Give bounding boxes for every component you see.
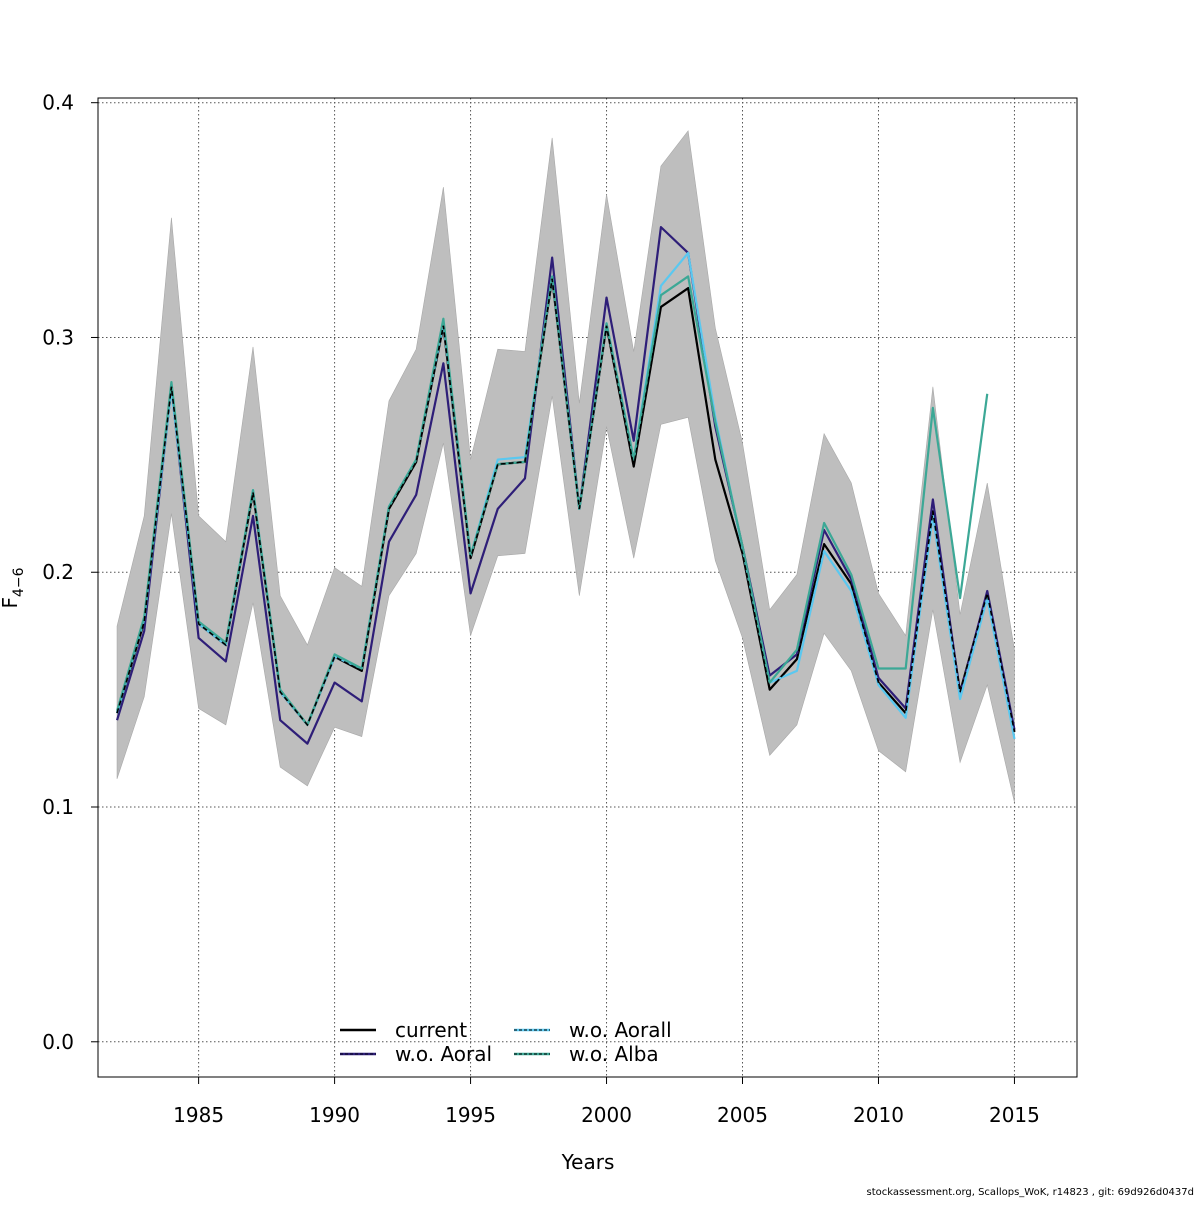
confidence-band: [116, 130, 1015, 803]
y-axis-label: F4−6: [0, 567, 27, 608]
x-tick-label: 1985: [173, 1103, 224, 1127]
x-tick-label: 2005: [717, 1103, 768, 1127]
x-tick-label: 2015: [989, 1103, 1040, 1127]
legend-label-w-o-alba: w.o. Alba: [569, 1042, 659, 1066]
y-axis-label-subscript: 4−6: [11, 567, 27, 597]
x-axis: 1985 1990 1995 2000 2005 2010 2015: [173, 1077, 1040, 1127]
legend-label-w-o-aoral: w.o. Aoral: [395, 1042, 492, 1066]
x-tick-label: 2010: [853, 1103, 904, 1127]
series-line-current-dashed: [116, 278, 1016, 733]
legend-label-current: current: [395, 1018, 467, 1042]
y-axis-label-main: F: [0, 597, 22, 609]
x-tick-label: 2000: [581, 1103, 632, 1127]
x-tick-label: 1995: [445, 1103, 496, 1127]
legend-label-w-o-aorall: w.o. Aorall: [569, 1018, 672, 1042]
x-tick-label: 1990: [309, 1103, 360, 1127]
y-tick-label: 0.4: [42, 91, 74, 115]
footer-text: stockassessment.org, Scallops_WoK, r1482…: [866, 1187, 1194, 1198]
y-axis: 0.0 0.1 0.2 0.3 0.4: [42, 91, 98, 1054]
plot-frame: [97, 97, 1078, 1078]
svg-text:F4−6: F4−6: [0, 567, 27, 608]
y-tick-label: 0.2: [42, 560, 74, 584]
series-lines-group: [115, 226, 1016, 745]
y-tick-label: 0.1: [42, 795, 74, 819]
x-axis-label: Years: [561, 1150, 615, 1174]
confidence-band-group: [116, 130, 1015, 803]
y-tick-label: 0.0: [42, 1030, 74, 1054]
y-tick-label: 0.3: [42, 325, 74, 349]
